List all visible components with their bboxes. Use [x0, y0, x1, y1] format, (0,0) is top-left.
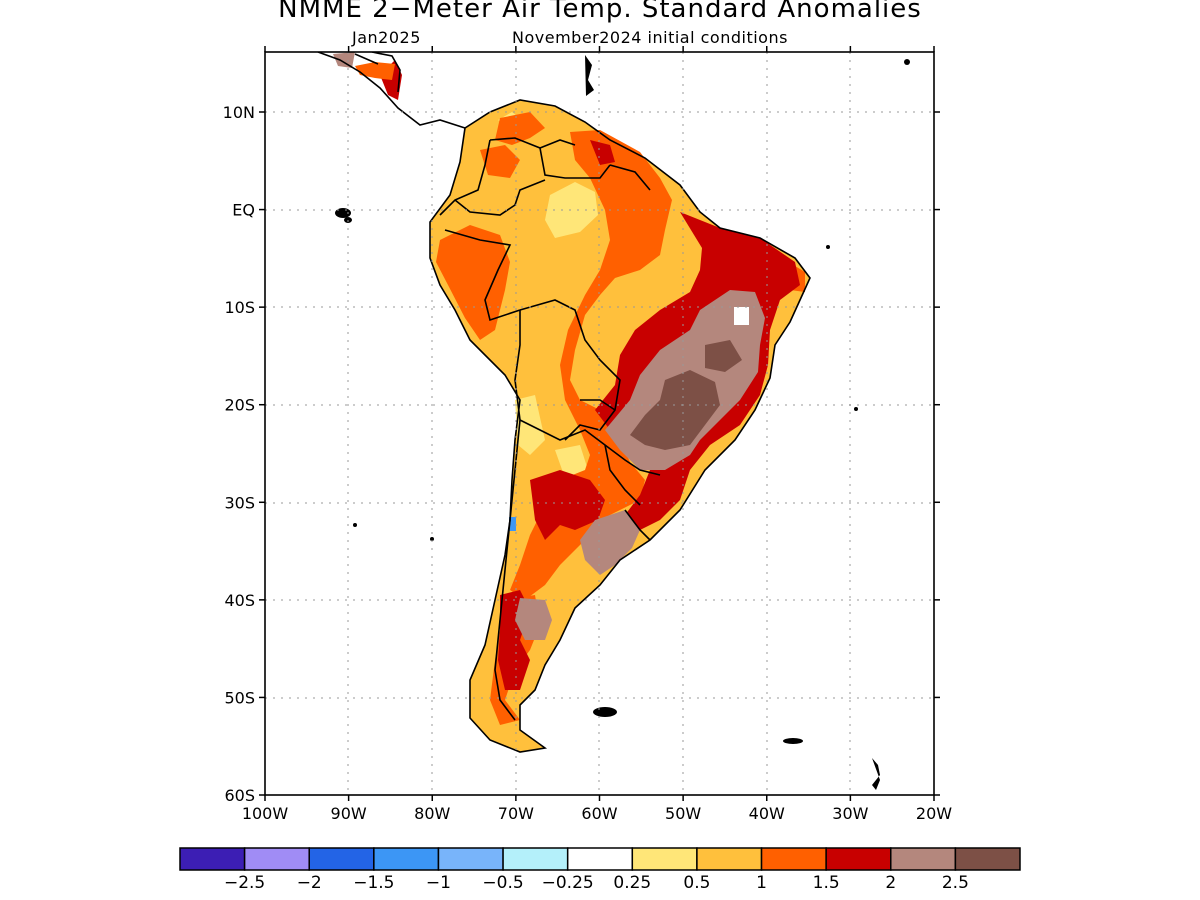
lat-tick-label: 10S: [224, 298, 255, 317]
lon-tick-label: 60W: [581, 804, 617, 823]
lat-tick-label: 30S: [224, 493, 255, 512]
central-america-coast: [317, 52, 466, 129]
lat-tick-label: 60S: [224, 786, 255, 805]
lon-tick-label: 100W: [242, 804, 289, 823]
lat-tick-label: 10N: [223, 103, 255, 122]
legend-label: −2: [297, 873, 322, 893]
legend-label: 0.25: [613, 873, 651, 893]
figure-title: NMME 2−Meter Air Temp. Standard Anomalie…: [278, 0, 922, 24]
legend-label: −2.5: [224, 873, 265, 893]
anomaly-2-25: [333, 52, 355, 68]
legend-label: 2: [885, 873, 896, 893]
country-borders: [439, 137, 661, 721]
caribbean-coast: [354, 52, 401, 93]
anomaly-2-25: [580, 510, 640, 575]
legend-swatch: [179, 847, 246, 871]
lon-tick-label: 30W: [832, 804, 868, 823]
legend-label: −0.5: [482, 873, 523, 893]
anomaly-1-15: [355, 62, 395, 80]
lat-tick-label: 50S: [224, 688, 255, 707]
anomaly-lt-05: [555, 445, 588, 478]
anomaly-2-25: [515, 598, 552, 640]
legend-swatch: [243, 847, 310, 871]
legend-label: 0.5: [683, 873, 710, 893]
axis-ticks: [259, 46, 940, 801]
lon-tick-label: 20W: [916, 804, 952, 823]
legend-swatch: [954, 847, 1021, 871]
legend-swatch: [373, 847, 440, 871]
lat-tick-label: 40S: [224, 591, 255, 610]
legend-swatch: [566, 847, 634, 871]
legend-swatch: [760, 847, 827, 871]
anomaly-15-2: [530, 470, 605, 540]
legend-swatch: [890, 847, 957, 871]
legend-swatch: [502, 847, 569, 871]
lon-tick-label: 90W: [331, 804, 367, 823]
legend-label: −1: [426, 873, 451, 893]
lon-tick-label: 40W: [749, 804, 785, 823]
legend-swatch: [631, 847, 698, 871]
legend-swatch: [825, 847, 892, 871]
legend-label: −1.5: [353, 873, 394, 893]
legend-swatch: [437, 847, 504, 871]
missing-data-cell: [734, 307, 749, 325]
legend-label: 1.5: [813, 873, 840, 893]
anomaly-gt-25: [705, 340, 742, 372]
latitude-labels: 10N EQ 10S 20S 30S 40S 50S 60S: [223, 103, 255, 805]
legend-label: 2.5: [942, 873, 969, 893]
legend-swatch: [308, 847, 375, 871]
anomaly-1-15: [495, 112, 545, 145]
valid-month-label: Jan2025: [352, 28, 421, 47]
anomaly-15-2: [590, 140, 615, 165]
anomaly-1-15: [436, 225, 510, 340]
init-conditions-label: November2024 initial conditions: [512, 28, 788, 47]
coastline: [429, 99, 811, 753]
lat-tick-label: 20S: [224, 396, 255, 415]
anomaly-field: [317, 52, 910, 790]
anomaly-negative: [509, 517, 516, 531]
legend-label: 1: [756, 873, 767, 893]
legend-swatch: [696, 847, 763, 871]
anomaly-1-15: [480, 145, 520, 178]
legend-label: −0.25: [542, 873, 594, 893]
anomaly-lt-05: [545, 182, 598, 238]
lon-tick-label: 80W: [414, 804, 450, 823]
lon-tick-label: 50W: [665, 804, 701, 823]
anomaly-1-15: [510, 130, 672, 600]
color-legend: −2.5 −2 −1.5 −1 −0.5 −0.25 0.25 0.5 1 1.5 2 2.5: [179, 847, 1021, 893]
anomaly-gt-25: [630, 370, 720, 450]
lon-tick-label: 70W: [498, 804, 534, 823]
lat-tick-label: EQ: [232, 201, 255, 220]
longitude-labels: 100W 90W 80W 70W 60W 50W 40W 30W 20W: [242, 804, 952, 823]
